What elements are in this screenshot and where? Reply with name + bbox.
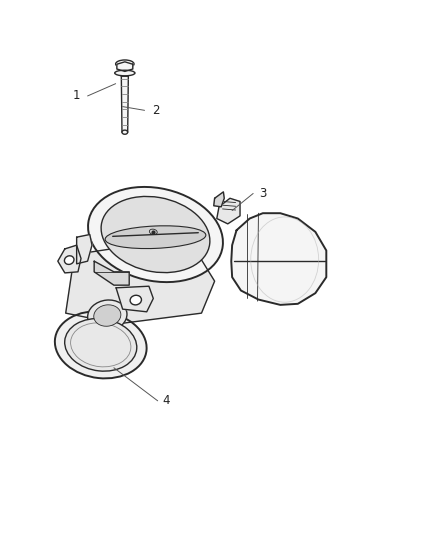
Text: 3: 3 bbox=[259, 187, 266, 200]
Ellipse shape bbox=[105, 226, 206, 248]
Polygon shape bbox=[217, 198, 240, 224]
Polygon shape bbox=[94, 261, 129, 285]
Polygon shape bbox=[58, 245, 81, 273]
Polygon shape bbox=[121, 76, 128, 132]
Ellipse shape bbox=[88, 187, 223, 282]
Polygon shape bbox=[77, 235, 92, 264]
Ellipse shape bbox=[101, 197, 210, 272]
Ellipse shape bbox=[88, 300, 127, 331]
Text: 1: 1 bbox=[73, 90, 81, 102]
Polygon shape bbox=[116, 286, 153, 312]
Ellipse shape bbox=[98, 264, 213, 298]
Polygon shape bbox=[117, 62, 133, 71]
Ellipse shape bbox=[55, 311, 147, 378]
Polygon shape bbox=[214, 192, 224, 207]
Ellipse shape bbox=[94, 305, 121, 326]
Ellipse shape bbox=[64, 256, 74, 264]
Text: 4: 4 bbox=[162, 394, 170, 407]
Ellipse shape bbox=[122, 130, 127, 134]
Polygon shape bbox=[66, 244, 215, 324]
Ellipse shape bbox=[65, 319, 137, 371]
Ellipse shape bbox=[116, 60, 134, 68]
Ellipse shape bbox=[130, 295, 141, 305]
Ellipse shape bbox=[110, 269, 200, 293]
Polygon shape bbox=[231, 213, 326, 305]
Text: 2: 2 bbox=[152, 104, 159, 117]
Ellipse shape bbox=[115, 70, 135, 76]
